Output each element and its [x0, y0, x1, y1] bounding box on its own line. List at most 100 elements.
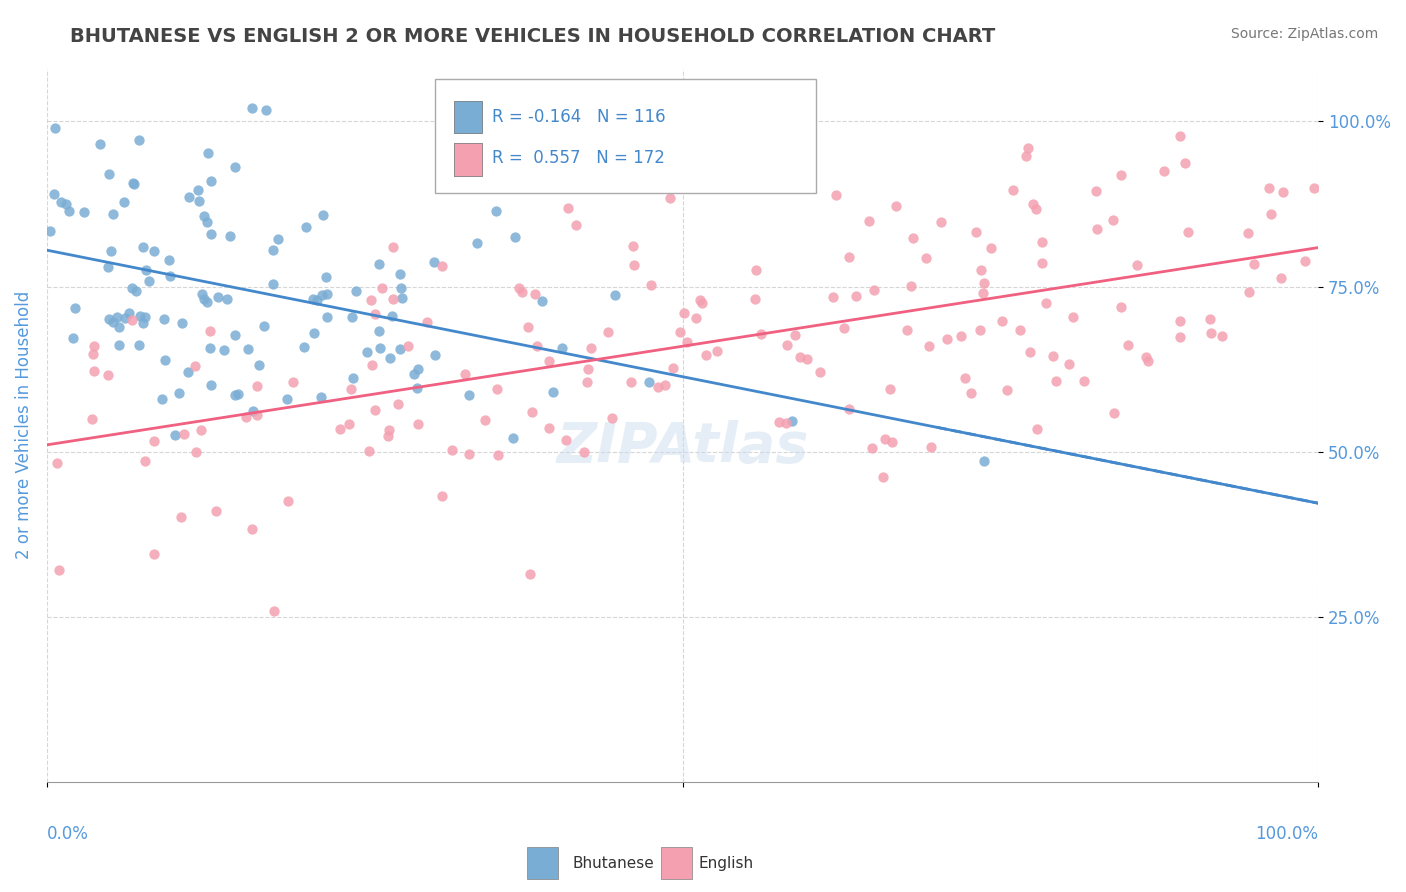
- Point: [782, 414, 804, 428]
- Point: [1177, 225, 1199, 239]
- Point: [1025, 422, 1047, 436]
- Point: [377, 423, 399, 437]
- Point: [212, 343, 235, 357]
- Point: [1015, 149, 1038, 163]
- Point: [997, 384, 1019, 398]
- Point: [100, 244, 122, 259]
- Point: [517, 319, 540, 334]
- Point: [1031, 235, 1053, 250]
- Point: [1272, 185, 1295, 199]
- Point: [134, 454, 156, 468]
- Point: [198, 341, 221, 355]
- Point: [62, 330, 84, 344]
- Point: [170, 510, 193, 524]
- Point: [254, 103, 277, 117]
- Text: R = -0.164   N = 116: R = -0.164 N = 116: [492, 108, 665, 126]
- Point: [980, 241, 1002, 255]
- Point: [391, 291, 413, 305]
- Point: [879, 383, 901, 397]
- Point: [659, 191, 682, 205]
- Point: [44, 120, 66, 135]
- Point: [1109, 169, 1132, 183]
- Point: [187, 183, 209, 197]
- Point: [1085, 185, 1108, 199]
- Point: [97, 260, 120, 274]
- Text: 0.0%: 0.0%: [46, 825, 89, 843]
- Point: [1174, 156, 1197, 170]
- Point: [240, 101, 263, 115]
- Point: [125, 285, 148, 299]
- Text: R =  0.557   N = 172: R = 0.557 N = 172: [492, 149, 665, 167]
- Point: [486, 448, 509, 462]
- Point: [690, 295, 713, 310]
- Point: [486, 382, 509, 396]
- Text: BHUTANESE VS ENGLISH 2 OR MORE VEHICLES IN HOUSEHOLD CORRELATION CHART: BHUTANESE VS ENGLISH 2 OR MORE VEHICLES …: [70, 27, 995, 45]
- Point: [1137, 354, 1160, 368]
- Point: [82, 347, 104, 361]
- Point: [195, 295, 218, 310]
- Point: [131, 240, 153, 254]
- Point: [1031, 255, 1053, 269]
- Point: [173, 427, 195, 442]
- Point: [367, 256, 389, 270]
- Point: [360, 358, 382, 372]
- Point: [875, 432, 897, 446]
- Point: [142, 434, 165, 448]
- Point: [309, 390, 332, 404]
- Point: [519, 566, 541, 581]
- Point: [845, 289, 868, 303]
- Point: [1201, 326, 1223, 341]
- Point: [502, 432, 524, 446]
- Point: [101, 314, 124, 328]
- Point: [108, 319, 131, 334]
- Point: [824, 187, 846, 202]
- Point: [749, 327, 772, 342]
- Point: [969, 323, 991, 337]
- Point: [524, 287, 547, 301]
- Point: [858, 214, 880, 228]
- Point: [51, 195, 73, 210]
- Point: [253, 319, 276, 334]
- Point: [1057, 357, 1080, 371]
- Point: [576, 361, 599, 376]
- FancyBboxPatch shape: [434, 79, 815, 194]
- Point: [307, 293, 329, 307]
- Point: [83, 364, 105, 378]
- Point: [242, 403, 264, 417]
- Point: [97, 167, 120, 181]
- Point: [118, 306, 141, 320]
- Point: [949, 328, 972, 343]
- Point: [138, 274, 160, 288]
- FancyBboxPatch shape: [454, 144, 482, 176]
- Point: [1198, 312, 1220, 326]
- Point: [1017, 141, 1039, 155]
- Point: [170, 316, 193, 330]
- Text: ZIPAtlas: ZIPAtlas: [557, 420, 808, 474]
- Point: [637, 375, 659, 389]
- Point: [1025, 202, 1047, 216]
- Point: [224, 160, 246, 174]
- Point: [541, 384, 564, 399]
- Point: [538, 353, 561, 368]
- Point: [744, 292, 766, 306]
- Point: [440, 442, 463, 457]
- Point: [1237, 285, 1260, 299]
- Point: [72, 204, 94, 219]
- Point: [312, 208, 335, 222]
- Point: [555, 433, 578, 447]
- Text: R = -0.164   N = 116: R = -0.164 N = 116: [492, 108, 665, 126]
- Point: [640, 278, 662, 293]
- Point: [356, 345, 378, 359]
- Point: [58, 204, 80, 219]
- Point: [620, 375, 643, 389]
- Point: [537, 421, 560, 435]
- Point: [219, 228, 242, 243]
- Point: [596, 325, 619, 339]
- Point: [689, 293, 711, 307]
- Point: [423, 348, 446, 362]
- Point: [159, 269, 181, 284]
- Point: [454, 368, 477, 382]
- Point: [918, 339, 941, 353]
- Point: [97, 368, 120, 383]
- Point: [776, 338, 799, 352]
